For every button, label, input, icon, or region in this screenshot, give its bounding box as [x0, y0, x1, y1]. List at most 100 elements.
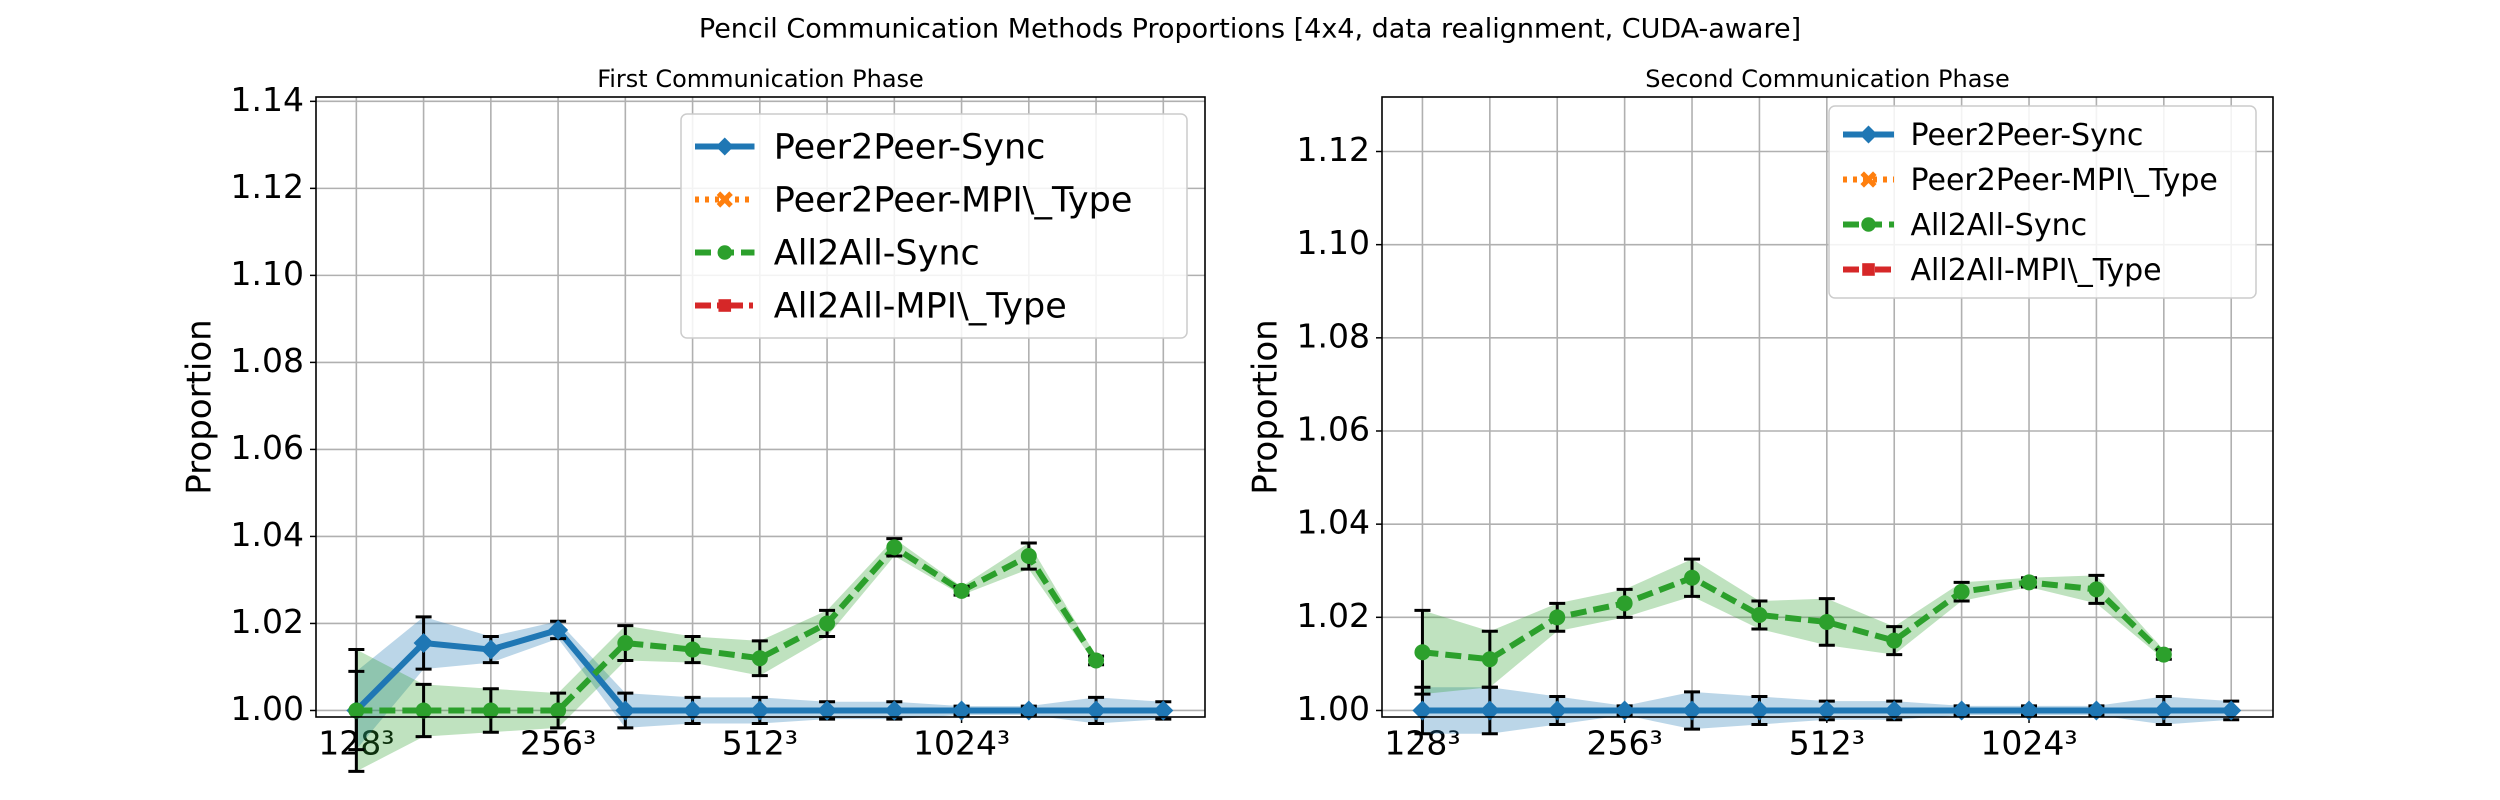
- y-tick-label: 1.06: [1297, 409, 1370, 448]
- legend-label: All2All-Sync: [774, 234, 980, 274]
- marker: [1862, 263, 1875, 276]
- y-tick-label: 1.00: [231, 689, 304, 728]
- marker: [817, 700, 838, 721]
- y-tick-label: 1.02: [1297, 596, 1370, 635]
- subplot-title: First Communication Phase: [597, 65, 924, 93]
- marker: [1951, 700, 1972, 721]
- marker: [1412, 700, 1433, 721]
- marker: [1749, 700, 1770, 721]
- marker: [1479, 700, 1500, 721]
- marker: [615, 700, 636, 721]
- marker: [550, 702, 567, 719]
- y-axis-label: Proportion: [1246, 319, 1286, 494]
- legend-label: All2All-Sync: [1911, 208, 2088, 243]
- marker: [482, 702, 499, 719]
- y-tick-label: 1.12: [231, 167, 304, 206]
- marker: [2088, 581, 2105, 598]
- marker: [1886, 632, 1903, 649]
- marker: [1414, 644, 1431, 661]
- marker: [1614, 700, 1635, 721]
- y-tick-label: 1.06: [231, 428, 304, 467]
- legend-label: All2All-MPI\_Type: [774, 287, 1067, 327]
- legend-label: Peer2Peer-Sync: [774, 128, 1046, 168]
- marker: [716, 191, 733, 208]
- marker: [2021, 574, 2038, 591]
- marker: [415, 702, 432, 719]
- marker: [718, 299, 732, 312]
- marker: [1018, 700, 1039, 721]
- marker: [1861, 217, 1876, 232]
- marker: [1481, 651, 1498, 668]
- marker: [1086, 700, 1107, 721]
- y-tick-label: 1.04: [1297, 503, 1370, 542]
- y-tick-label: 1.08: [1297, 316, 1370, 355]
- x-tick-label: 1024³: [1980, 724, 2077, 763]
- x-tick-label: 256³: [520, 724, 596, 763]
- marker: [1884, 700, 1905, 721]
- marker: [715, 137, 734, 156]
- y-tick-label: 1.08: [231, 341, 304, 380]
- legend-label: Peer2Peer-MPI\_Type: [774, 181, 1133, 221]
- marker: [749, 700, 770, 721]
- series-line: [1422, 574, 2166, 663]
- y-axis-label: Proportion: [180, 319, 220, 494]
- legend-label: All2All-MPI\_Type: [1911, 253, 2162, 288]
- legend-label: Peer2Peer-Sync: [1911, 118, 2144, 153]
- y-tick-label: 1.10: [231, 254, 304, 293]
- marker: [1859, 125, 1878, 144]
- marker: [819, 615, 836, 632]
- marker: [1153, 700, 1174, 721]
- marker: [1020, 548, 1037, 565]
- marker: [1953, 583, 1970, 600]
- marker: [1751, 606, 1768, 623]
- x-tick-label: 512³: [1789, 724, 1865, 763]
- marker: [886, 539, 903, 556]
- marker: [953, 582, 970, 599]
- error-band: [1422, 559, 2164, 695]
- x-tick-label: 512³: [722, 724, 798, 763]
- marker: [884, 700, 905, 721]
- marker: [2155, 646, 2172, 663]
- marker: [348, 702, 365, 719]
- x-tick-label: 256³: [1587, 724, 1663, 763]
- marker: [2153, 700, 2174, 721]
- marker: [717, 245, 732, 260]
- marker: [1088, 652, 1105, 669]
- marker: [413, 633, 434, 654]
- y-tick-label: 1.00: [1297, 689, 1370, 728]
- marker: [1684, 569, 1701, 586]
- marker: [1816, 700, 1837, 721]
- marker: [1682, 700, 1703, 721]
- marker: [682, 700, 703, 721]
- marker: [1860, 171, 1877, 188]
- marker: [2019, 700, 2040, 721]
- plot-frame: [315, 96, 1206, 718]
- y-tick-label: 1.10: [1297, 223, 1370, 262]
- legend-box: [1828, 105, 2257, 299]
- marker: [480, 639, 501, 660]
- marker: [951, 700, 972, 721]
- legend-label: Peer2Peer-MPI\_Type: [1911, 163, 2218, 198]
- figure-title: Pencil Communication Methods Proportions…: [699, 14, 1801, 45]
- subplot-title: Second Communication Phase: [1645, 65, 2009, 93]
- marker: [548, 619, 569, 640]
- y-tick-label: 1.02: [231, 602, 304, 641]
- legend-box: [680, 113, 1188, 339]
- marker: [751, 650, 768, 667]
- marker: [617, 635, 634, 652]
- series-line: [356, 543, 1099, 714]
- marker: [2221, 700, 2242, 721]
- plot-frame: [1381, 96, 2274, 718]
- x-tick-label: 1024³: [913, 724, 1010, 763]
- marker: [2086, 700, 2107, 721]
- marker: [1547, 700, 1568, 721]
- y-tick-label: 1.04: [231, 515, 304, 554]
- marker: [1549, 609, 1566, 626]
- y-tick-label: 1.14: [231, 80, 304, 119]
- marker: [1818, 613, 1835, 630]
- marker: [1616, 595, 1633, 612]
- y-tick-label: 1.12: [1297, 130, 1370, 169]
- marker: [684, 641, 701, 658]
